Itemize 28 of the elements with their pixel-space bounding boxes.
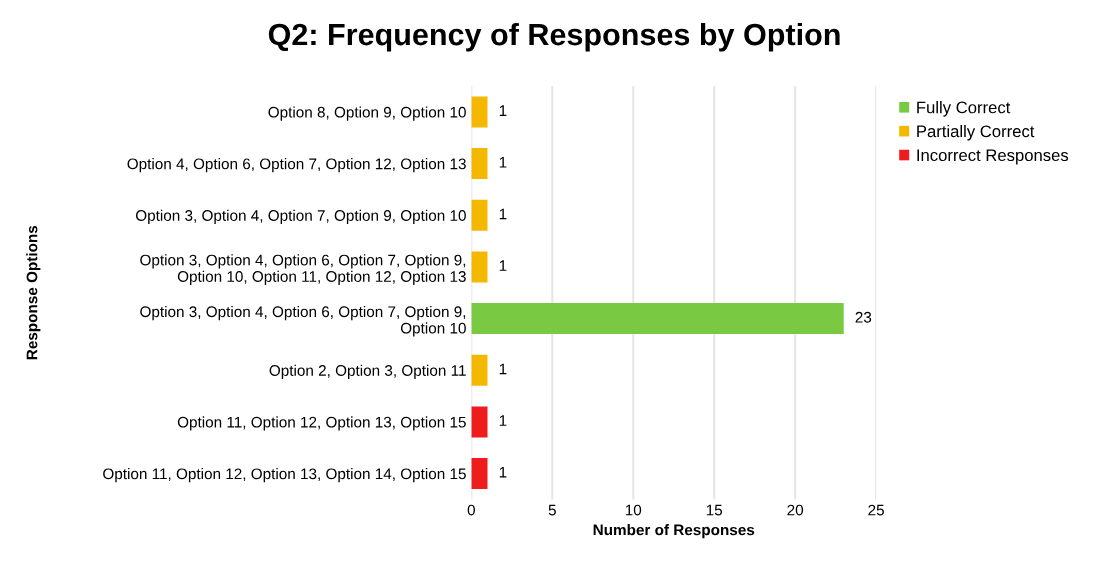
y-tick-label: Option 3, Option 4, Option 6, Option 7, Option 9, Option 10: [140, 305, 466, 337]
y-tick-label: Option 2, Option 3, Option 11: [269, 364, 466, 379]
y-tick-label: Option 4, Option 6, Option 7, Option 12, Option 13: [127, 158, 466, 173]
x-tick-label: 10: [625, 504, 642, 516]
data-label: 1: [499, 157, 507, 168]
y-tick-label: Option 11, Option 12, Option 13, Option 14, Option 15: [103, 468, 466, 483]
x-tick-label: 20: [787, 504, 804, 516]
data-label: 23: [855, 311, 872, 323]
data-label: 1: [499, 105, 507, 116]
chart-title: Q2: Frequency of Responses by Option: [268, 22, 840, 52]
x-tick-label: 15: [706, 504, 723, 516]
data-label: 1: [499, 260, 507, 271]
data-label: 1: [499, 363, 507, 375]
x-tick-label: 25: [868, 504, 884, 516]
data-label: 1: [499, 208, 507, 220]
y-tick-label: Option 3, Option 4, Option 7, Option 9, Option 10: [135, 209, 466, 224]
x-axis-title: Number of Responses: [593, 524, 755, 539]
legend-label: Fully Correct: [917, 101, 1011, 117]
x-tick-label: 0: [467, 504, 475, 516]
x-tick-label: 5: [548, 504, 556, 516]
data-label: 1: [499, 415, 507, 426]
data-label: 1: [499, 466, 507, 478]
y-tick-label: Option 3, Option 4, Option 6, Option 7, Option 9, Option 10, Option 11, Option 12, Option 13: [140, 254, 466, 285]
y-axis-title: Response Options: [26, 225, 41, 360]
legend-label: Partially Correct: [917, 124, 1035, 141]
y-tick-label: Option 8, Option 9, Option 10: [268, 106, 466, 121]
y-tick-label: Option 11, Option 12, Option 13, Option 15: [177, 416, 466, 431]
legend-label: Incorrect Responses: [917, 149, 1069, 165]
